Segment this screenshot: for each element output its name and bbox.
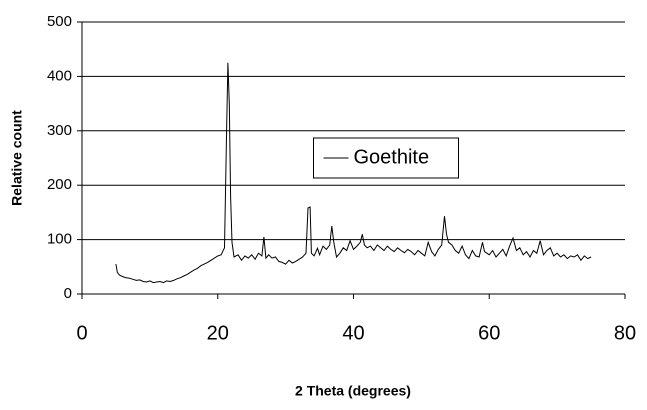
y-tick-label: 500 bbox=[47, 13, 72, 30]
y-tick-label: 400 bbox=[47, 67, 72, 84]
y-tick-label: 0 bbox=[64, 285, 72, 302]
y-tick-label: 200 bbox=[47, 176, 72, 193]
x-tick-label: 40 bbox=[342, 322, 364, 344]
y-tick-label: 100 bbox=[47, 231, 72, 248]
y-axis-title: Relative count bbox=[9, 110, 25, 206]
legend-label: Goethite bbox=[354, 146, 430, 168]
x-axis-title: 2 Theta (degrees) bbox=[295, 383, 411, 399]
x-tick-label: 80 bbox=[614, 322, 636, 344]
x-tick-label: 60 bbox=[478, 322, 500, 344]
x-tick-label: 20 bbox=[207, 322, 229, 344]
series-line bbox=[115, 62, 592, 284]
y-tick-label: 300 bbox=[47, 122, 72, 139]
x-tick-label: 0 bbox=[76, 322, 87, 344]
